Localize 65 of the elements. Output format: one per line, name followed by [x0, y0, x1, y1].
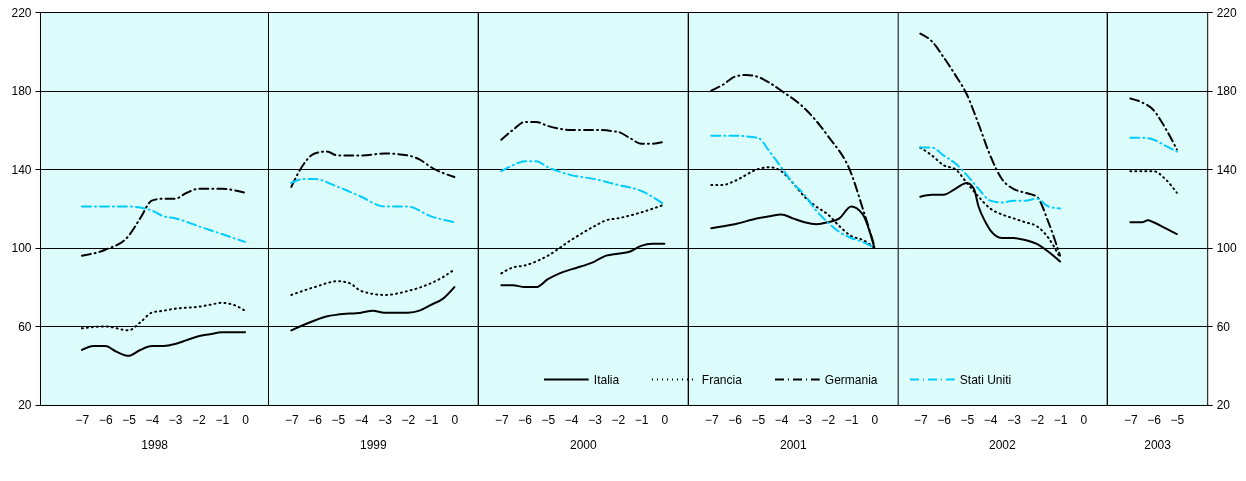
y-tick-label: 180 — [1216, 84, 1238, 99]
x-tick-label: −3 — [378, 413, 393, 428]
x-tick-label: −7 — [704, 413, 719, 428]
x-tick-label: −4 — [984, 413, 999, 428]
x-tick-label: −6 — [1147, 413, 1162, 428]
x-axis-title: 2001 — [779, 438, 807, 453]
x-tick-label: −6 — [518, 413, 533, 428]
y-tick-label: 60 — [1216, 319, 1231, 334]
x-tick-label: −2 — [611, 413, 626, 428]
x-tick-label: −7 — [75, 413, 90, 428]
x-tick-label: −4 — [145, 413, 160, 428]
x-tick-label: −5 — [122, 413, 137, 428]
x-axis-title: 1999 — [360, 438, 388, 453]
x-tick-label: −1 — [215, 413, 230, 428]
y-tick-label: 180 — [11, 84, 32, 99]
x-tick-label: −3 — [797, 413, 812, 428]
y-tick-label: 140 — [1216, 162, 1238, 177]
x-tick-label: −1 — [425, 413, 440, 428]
x-tick-label: 0 — [451, 413, 459, 428]
y-tick-label: 100 — [11, 241, 32, 256]
x-tick-label: −6 — [308, 413, 323, 428]
x-tick-label: −7 — [494, 413, 509, 428]
x-tick-label: −6 — [98, 413, 113, 428]
x-tick-label: −1 — [634, 413, 649, 428]
y-tick-label: 20 — [1216, 398, 1231, 413]
x-tick-label: −1 — [1054, 413, 1069, 428]
x-tick-label: −4 — [774, 413, 789, 428]
x-tick-label: 0 — [871, 413, 879, 428]
x-tick-label: −5 — [960, 413, 975, 428]
x-axis-title: 2000 — [570, 438, 598, 453]
x-tick-label: −7 — [1124, 413, 1139, 428]
x-tick-label: 0 — [661, 413, 669, 428]
x-tick-label: −2 — [1030, 413, 1045, 428]
x-tick-label: −2 — [192, 413, 207, 428]
x-tick-label: −5 — [541, 413, 556, 428]
legend-label: Francia — [701, 372, 742, 387]
x-tick-label: −2 — [401, 413, 416, 428]
x-tick-label: −5 — [751, 413, 766, 428]
x-tick-label: −7 — [285, 413, 300, 428]
x-tick-label: −3 — [1007, 413, 1022, 428]
y-tick-label: 220 — [11, 5, 32, 20]
legend-label: Italia — [593, 372, 620, 387]
x-tick-label: −6 — [727, 413, 742, 428]
x-tick-label: −7 — [914, 413, 929, 428]
legend-label: Germania — [824, 372, 878, 387]
x-tick-label: −1 — [844, 413, 859, 428]
x-tick-label: −4 — [564, 413, 579, 428]
x-tick-label: −5 — [1170, 413, 1185, 428]
y-tick-label: 100 — [1216, 241, 1238, 256]
y-tick-label: 140 — [11, 162, 32, 177]
x-tick-label: −4 — [355, 413, 370, 428]
x-tick-label: −5 — [331, 413, 346, 428]
x-tick-label: −3 — [588, 413, 603, 428]
x-tick-label: 0 — [242, 413, 250, 428]
x-axis-title: 2002 — [989, 438, 1017, 453]
y-tick-label: 220 — [1216, 5, 1238, 20]
x-axis-title: 1998 — [141, 438, 169, 453]
x-axis-title: 2003 — [1144, 438, 1172, 453]
x-tick-label: −2 — [821, 413, 836, 428]
legend-label: Stati Uniti — [959, 372, 1011, 387]
x-tick-label: −3 — [168, 413, 183, 428]
y-tick-label: 20 — [18, 398, 32, 413]
x-tick-label: −6 — [937, 413, 952, 428]
y-tick-label: 60 — [18, 319, 32, 334]
x-tick-label: 0 — [1080, 413, 1088, 428]
